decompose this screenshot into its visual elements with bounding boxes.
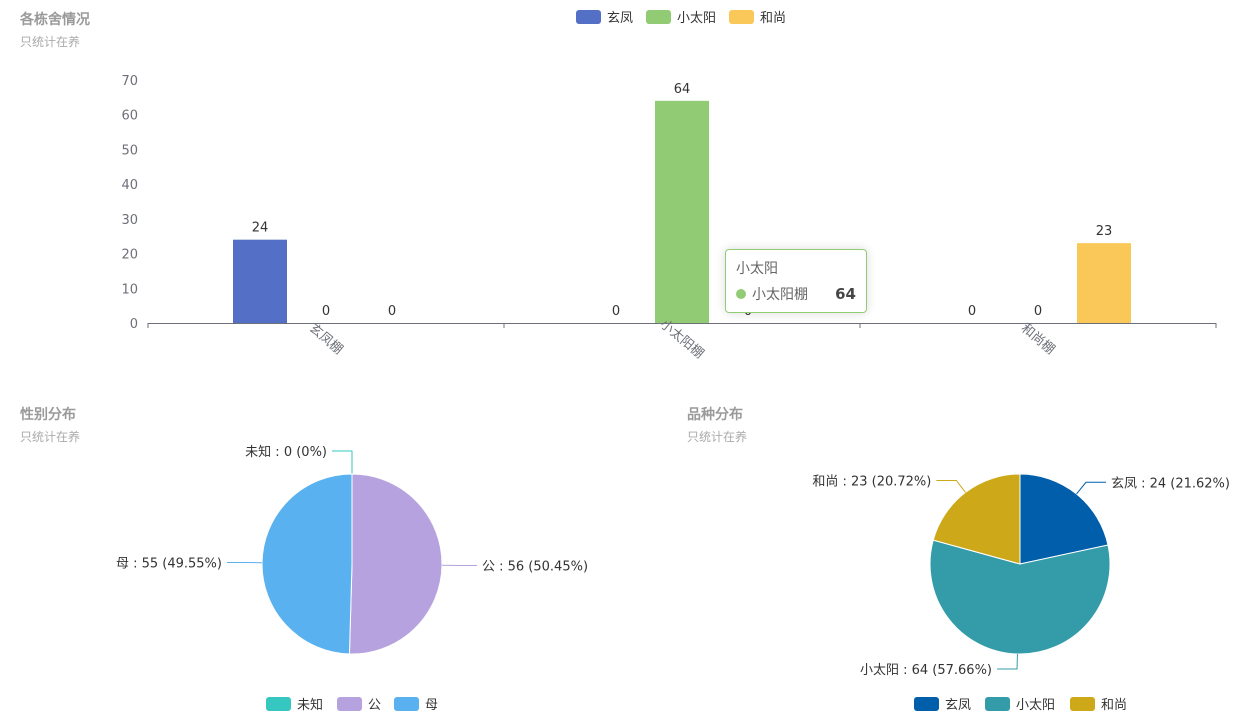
tooltip-series-dot [736,289,746,299]
y-tick-label: 30 [121,213,138,228]
gender-chart-title: 性别分布 [20,407,76,423]
bar-value-label: 0 [322,304,330,319]
bar-value-label: 0 [388,304,396,319]
bar[interactable] [655,100,709,323]
tooltip-series-name: 小太阳棚 [752,287,808,303]
bar-chart-title: 各栋舍情况 [20,12,90,28]
bar-chart: 010203040506070玄凤小太阳和尚2400玄凤棚0640小太阳棚002… [121,10,1217,362]
legend-swatch[interactable] [394,697,419,711]
legend-swatch[interactable] [576,10,601,24]
legend-label[interactable]: 玄凤 [607,11,633,26]
pie-leader-line [332,450,353,474]
breed-chart-title: 品种分布 [687,407,743,423]
legend-label[interactable]: 和尚 [760,11,786,26]
bar-value-label: 0 [1034,304,1042,319]
x-category-label: 和尚棚 [1018,321,1058,358]
y-tick-label: 0 [130,317,138,332]
x-category-label: 玄凤棚 [306,321,346,358]
pie-slice[interactable] [932,473,1021,565]
bar[interactable] [233,239,287,323]
pie-label: 母 : 55 (49.55%) [116,557,222,572]
breed-pie-chart: 玄凤 : 24 (21.62%) 小太阳 : 64 (57.66%) 和尚 : 23… [812,473,1230,713]
legend-label[interactable]: 小太阳 [1016,698,1055,713]
pie-slice[interactable] [261,473,353,655]
y-tick-label: 20 [121,248,138,263]
pie-leader-line [936,479,966,493]
legend-label[interactable]: 母 [425,698,438,713]
bar-value-label: 0 [968,304,976,319]
pie-label: 和尚 : 23 (20.72%) [812,474,931,489]
bar-value-label: 24 [252,221,269,236]
pie-slice[interactable] [348,473,443,655]
y-tick-label: 70 [121,74,138,89]
legend-label[interactable]: 玄凤 [945,698,971,713]
pie-label: 未知 : 0 (0%) [245,444,327,460]
bar-value-label: 23 [1096,224,1113,239]
legend-swatch[interactable] [985,697,1010,711]
tooltip-title: 小太阳 [736,261,778,277]
breed-chart-subtitle: 只统计在养 [687,430,748,444]
y-tick-label: 60 [121,109,138,124]
pie-slice[interactable] [1019,473,1109,565]
bar[interactable] [1077,243,1131,323]
y-tick-label: 40 [121,178,138,193]
pie-leader-line [1076,481,1106,495]
bar-chart-subtitle: 只统计在养 [20,35,81,49]
legend-label[interactable]: 未知 [297,697,323,713]
legend-swatch[interactable] [729,10,754,24]
y-tick-label: 10 [121,282,138,297]
legend-swatch[interactable] [914,697,939,711]
bar-value-label: 64 [674,82,691,97]
pie-label: 玄凤 : 24 (21.62%) [1111,476,1230,491]
legend-swatch[interactable] [266,697,291,711]
pie-label: 公 : 56 (50.45%) [482,559,588,574]
pie-label: 小太阳 : 64 (57.66%) [860,663,992,678]
pie-leader-line [997,653,1018,670]
legend-swatch[interactable] [337,697,362,711]
legend-label[interactable]: 和尚 [1101,698,1127,713]
bar-value-label: 0 [612,304,620,319]
bar-tooltip: 小太阳 小太阳棚 64 [725,249,867,313]
legend-swatch[interactable] [1070,697,1095,711]
tooltip-value: 64 [835,285,856,303]
legend-swatch[interactable] [646,10,671,24]
gender-chart-subtitle: 只统计在养 [20,430,81,444]
legend-label[interactable]: 公 [368,698,381,713]
y-tick-label: 50 [121,143,138,158]
gender-pie-chart: 未知 : 0 (0%) 公 : 56 (50.45%) 母 : 55 (49.55%… [116,444,588,713]
legend-label[interactable]: 小太阳 [677,11,716,26]
